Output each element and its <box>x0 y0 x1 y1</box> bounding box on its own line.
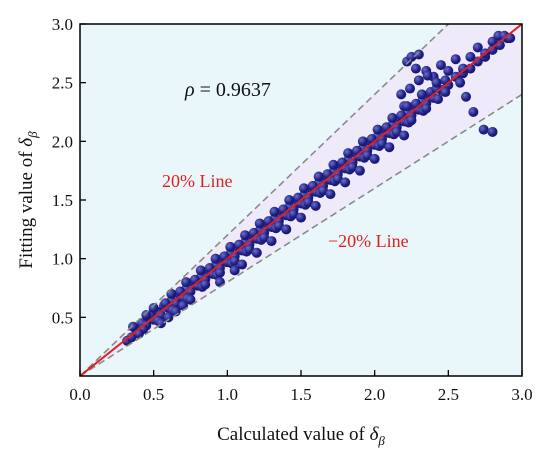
x-tick-label: 0.0 <box>69 385 90 404</box>
data-point <box>214 277 225 288</box>
y-axis-ticks: 0.5 1.0 1.5 2.0 2.5 3.0 <box>52 15 86 327</box>
y-tick-label: 3.0 <box>52 15 73 34</box>
y-tick-label: 1.0 <box>52 250 73 269</box>
data-point <box>468 107 479 117</box>
data-point <box>422 70 433 81</box>
data-point <box>413 49 424 60</box>
rho-annotation: ρ = 0.9637 <box>184 79 271 101</box>
data-point <box>435 60 446 71</box>
data-point <box>284 195 295 205</box>
y-axis-title-symbol: δ <box>16 137 37 147</box>
data-point <box>455 77 466 88</box>
data-point <box>357 136 368 147</box>
data-point <box>399 130 410 141</box>
y-axis-title: Fitting value of δβ <box>16 131 40 269</box>
data-point <box>214 267 225 278</box>
data-point <box>354 165 365 176</box>
data-point <box>269 206 280 217</box>
x-tick-label: 3.0 <box>511 385 532 404</box>
data-point <box>148 302 159 313</box>
data-point <box>229 265 240 276</box>
rho-symbol: ρ <box>184 79 195 101</box>
data-point <box>487 126 498 137</box>
x-tick-label: 2.5 <box>438 385 459 404</box>
data-point <box>443 65 454 76</box>
data-point <box>406 115 417 126</box>
data-point <box>343 148 354 159</box>
data-point <box>369 153 380 164</box>
data-point <box>141 309 152 320</box>
x-tick-label: 2.0 <box>364 385 385 404</box>
data-point <box>328 159 339 170</box>
data-point <box>431 77 442 88</box>
y-tick-label: 2.5 <box>52 74 73 93</box>
x-tick-label: 1.5 <box>290 385 311 404</box>
data-point <box>166 288 177 299</box>
data-point <box>440 87 451 98</box>
data-point <box>472 42 483 53</box>
x-tick-label: 1.0 <box>217 385 238 404</box>
data-point <box>387 112 398 123</box>
data-point <box>396 89 407 100</box>
y-tick-label: 0.5 <box>52 308 73 327</box>
x-axis-title-text: Calculated value of <box>217 424 369 445</box>
data-point <box>225 241 236 252</box>
data-point <box>458 63 469 74</box>
upper-line-label: 20% Line <box>162 171 232 191</box>
data-point <box>310 200 321 211</box>
data-point <box>372 124 383 135</box>
data-point <box>296 212 306 223</box>
fit-line <box>80 24 522 376</box>
data-point <box>461 91 472 102</box>
x-tick-label: 0.5 <box>143 385 164 404</box>
upper-bound-line <box>80 24 449 376</box>
data-point <box>465 51 476 62</box>
data-point <box>410 63 421 74</box>
data-point <box>195 265 206 276</box>
x-axis-title-subscript: β <box>377 433 385 448</box>
data-point <box>251 247 262 258</box>
data-point <box>472 56 483 67</box>
data-point <box>405 83 416 94</box>
data-point <box>325 189 336 200</box>
data-point <box>281 224 292 235</box>
x-axis-title: Calculated value of δβ <box>217 424 385 448</box>
data-point <box>254 218 265 229</box>
data-point <box>402 101 413 112</box>
x-axis-ticks: 0.0 0.5 1.0 1.5 2.0 2.5 3.0 <box>69 370 533 404</box>
y-axis-title-subscript: β <box>25 131 40 139</box>
data-point <box>266 236 277 247</box>
data-point <box>384 142 395 153</box>
data-point <box>421 103 432 114</box>
data-point <box>478 124 489 135</box>
data-point <box>185 294 196 305</box>
x-axis-title-symbol: δ <box>370 424 380 445</box>
lower-line-label: −20% Line <box>328 231 409 251</box>
data-point <box>237 259 248 270</box>
data-point <box>128 321 139 332</box>
data-point <box>340 177 351 188</box>
data-point <box>433 94 444 105</box>
rho-value: = 0.9637 <box>195 79 271 101</box>
data-point <box>313 171 324 182</box>
data-point <box>210 253 221 264</box>
data-point <box>163 312 174 323</box>
data-point <box>200 279 211 290</box>
data-point <box>450 54 461 65</box>
data-point <box>413 75 424 86</box>
y-tick-label: 2.0 <box>52 132 73 151</box>
y-tick-label: 1.5 <box>52 191 73 210</box>
data-point <box>181 277 192 288</box>
data-point <box>416 89 427 100</box>
y-axis-title-text: Fitting value of <box>16 147 37 269</box>
data-point <box>240 230 251 241</box>
data-point <box>298 183 309 194</box>
